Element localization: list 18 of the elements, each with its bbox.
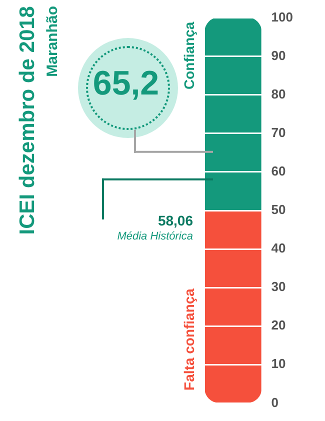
ref-line-label: 65,2 <box>92 64 160 102</box>
y-tick-label: 70 <box>271 125 286 140</box>
y-tick-label: 40 <box>271 240 286 256</box>
y-tick-label: 30 <box>271 279 286 294</box>
y-tick-label: 60 <box>271 164 286 179</box>
text: Confiança <box>180 22 197 90</box>
text: Falta confiança <box>180 288 197 390</box>
y-tick-label: 10 <box>271 356 286 372</box>
text: Maranhão <box>44 6 61 77</box>
text: ICEI dezembro de 2018 <box>16 6 40 235</box>
y-tick-label: 50 <box>271 202 286 218</box>
text: Média Histórica <box>117 230 193 242</box>
ref-line-label: 58,06 <box>158 212 194 228</box>
y-tick-label: 90 <box>271 48 286 63</box>
y-tick-label: 80 <box>271 86 286 102</box>
y-tick-label: 20 <box>271 318 286 333</box>
y-tick-label: 100 <box>271 9 294 24</box>
y-tick-label: 0 <box>271 394 279 410</box>
